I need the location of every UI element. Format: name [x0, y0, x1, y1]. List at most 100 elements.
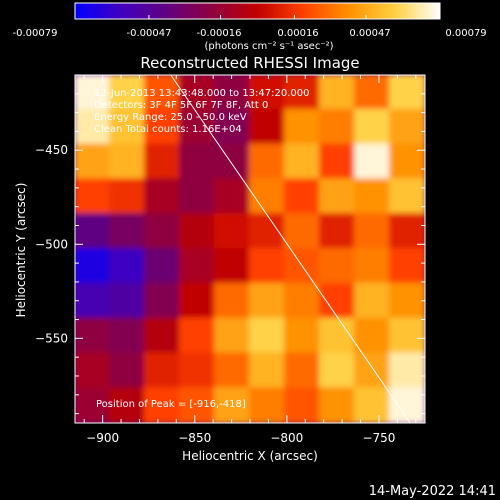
y-tick-labels: −450 −500 −550	[35, 143, 68, 345]
x-axis-label: Heliocentric X (arcsec)	[182, 449, 318, 463]
heatmap-cell	[214, 282, 251, 320]
heatmap-cell	[75, 282, 111, 320]
colorbar-tick-label: 0.00047	[349, 28, 390, 39]
heatmap-cell	[214, 352, 251, 390]
heatmap-cell	[389, 248, 425, 285]
heatmap-cell	[144, 387, 181, 423]
heatmap-cell	[109, 108, 146, 146]
heatmap-cell	[284, 213, 321, 250]
heatmap-cell	[354, 248, 391, 285]
heatmap-cell	[389, 75, 425, 111]
heatmap-cell	[179, 387, 216, 423]
heatmap-cell	[284, 178, 321, 216]
x-tick-label: −850	[178, 431, 211, 445]
heatmap-cell	[319, 213, 356, 250]
heatmap-cell	[284, 75, 321, 111]
heatmap-cell	[179, 317, 216, 355]
info-algorithm-counts: Clean Total counts: 1.16E+04	[94, 124, 242, 135]
heatmap-cell	[75, 143, 111, 181]
heatmap-cell	[389, 317, 425, 355]
heatmap-cell	[179, 282, 216, 320]
heatmap-cell	[144, 282, 181, 320]
heatmap-cells	[75, 75, 425, 423]
footer-timestamp: 14-May-2022 14:41	[369, 484, 496, 499]
x-tick-labels: −900 −850 −800 −750	[86, 431, 395, 445]
heatmap-cell	[109, 387, 146, 423]
heatmap-cell	[319, 248, 356, 285]
heatmap-cell	[284, 143, 321, 181]
heatmap-cell	[214, 248, 251, 285]
y-tick-label: −550	[35, 331, 68, 345]
heatmap-cell	[109, 317, 146, 355]
heatmap-cell	[214, 75, 251, 111]
colorbar-tick-label: -0.00047	[127, 28, 172, 39]
heatmap-cell	[389, 143, 425, 181]
heatmap-cell	[249, 248, 286, 285]
heatmap-cell	[249, 282, 286, 320]
colorbar-strip	[75, 3, 440, 19]
heatmap-cell	[109, 178, 146, 216]
heatmap-cell	[354, 75, 391, 111]
heatmap-cell	[284, 352, 321, 390]
heatmap-cell	[75, 248, 111, 285]
heatmap-cell	[319, 387, 356, 423]
heatmap-cell	[284, 387, 321, 423]
heatmap-cell	[354, 352, 391, 390]
heatmap-cell	[249, 213, 286, 250]
heatmap-cell	[389, 108, 425, 146]
heatmap-cell	[319, 178, 356, 216]
heatmap-cell	[284, 282, 321, 320]
heatmap-cell	[144, 213, 181, 250]
heatmap-cell	[144, 178, 181, 216]
heatmap-cell	[109, 282, 146, 320]
heatmap-cell	[354, 213, 391, 250]
heatmap-cell	[179, 352, 216, 390]
colorbar-tick-labels: -0.00079 -0.00047 -0.00016 0.00016 0.000…	[13, 28, 487, 39]
heatmap-cell	[319, 143, 356, 181]
info-energy-range: Energy Range: 25.0 - 50.0 keV	[94, 112, 247, 123]
heatmap-cell	[389, 387, 425, 423]
heatmap-cell	[214, 387, 251, 423]
colorbar-tick-label: -0.00079	[13, 28, 58, 39]
heatmap-cell	[354, 108, 391, 146]
heatmap-cell	[389, 282, 425, 320]
heatmap-cell	[319, 352, 356, 390]
heatmap-cell	[75, 387, 111, 423]
heatmap-cell	[214, 108, 251, 146]
heatmap-cell	[249, 317, 286, 355]
heatmap-cell	[249, 387, 286, 423]
heatmap-cell	[354, 387, 391, 423]
heatmap-cell	[389, 178, 425, 216]
heatmap-cell	[109, 248, 146, 285]
heatmap-cell	[179, 213, 216, 250]
heatmap-cell	[75, 178, 111, 216]
x-tick-label: −750	[362, 431, 395, 445]
plot-area	[75, 75, 425, 423]
heatmap-cell	[249, 143, 286, 181]
y-tick-label: −450	[35, 143, 68, 157]
heatmap-cell	[319, 108, 356, 146]
heatmap-cell	[214, 143, 251, 181]
info-time-range: 12-Jun-2013 13:43:48.000 to 13:47:20.000	[94, 88, 310, 99]
heatmap-cell	[144, 317, 181, 355]
heatmap-cell	[354, 317, 391, 355]
heatmap-cell	[354, 282, 391, 320]
heatmap-cell	[214, 317, 251, 355]
heatmap-cell	[284, 317, 321, 355]
heatmap-cell	[109, 352, 146, 390]
heatmap-cell	[214, 213, 251, 250]
heatmap-cell	[109, 213, 146, 250]
colorbar: -0.00079 -0.00047 -0.00016 0.00016 0.000…	[13, 2, 487, 52]
heatmap-cell	[179, 178, 216, 216]
colorbar-frame	[74, 2, 441, 20]
heatmap-cell	[284, 108, 321, 146]
colorbar-ticks	[74, 15, 441, 19]
heatmap-cell	[249, 108, 286, 146]
heatmap-cell	[179, 108, 216, 146]
heatmap-cell	[109, 143, 146, 181]
colorbar-tick-label: 0.00079	[445, 28, 486, 39]
colorbar-tick-label: -0.00016	[197, 28, 242, 39]
axis-ticks	[75, 74, 425, 423]
info-detectors: Detectors: 3F 4F 5F 6F 7F 8F, Att 0	[94, 100, 268, 111]
